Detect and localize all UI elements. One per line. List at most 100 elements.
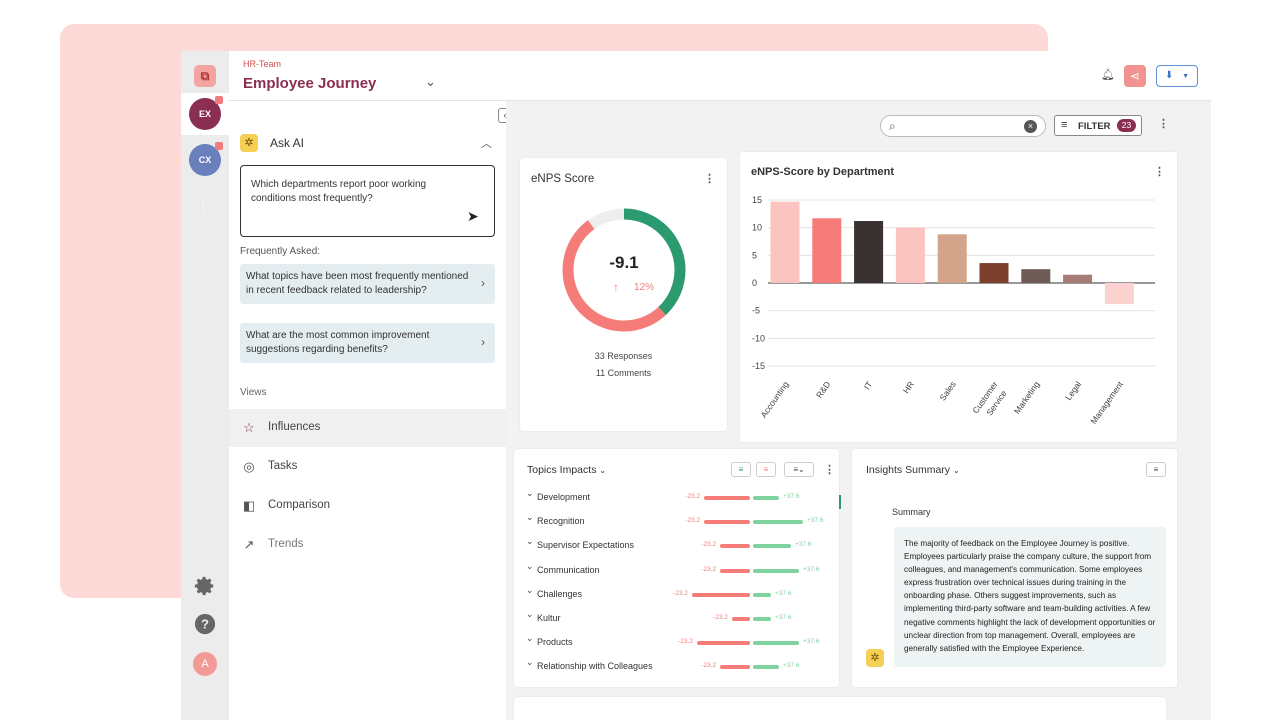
chevron-up-icon[interactable]: ︿	[481, 138, 492, 150]
scrollbar-thumb[interactable]	[839, 495, 841, 509]
settings-gear-icon[interactable]	[193, 575, 217, 599]
workspace-cx-button[interactable]: CX	[189, 142, 223, 176]
page-title[interactable]: Employee Journey	[243, 75, 377, 92]
app-logo-icon[interactable]: ⧉	[194, 65, 216, 87]
topic-row[interactable]: ⌄ Kultur -23.2 +37.6	[514, 609, 839, 627]
topic-label: Products	[537, 637, 573, 648]
positive-impact-value: +37.6	[783, 662, 800, 670]
user-avatar[interactable]: A	[193, 652, 217, 676]
bar-management[interactable]	[1104, 283, 1134, 305]
ai-question-input[interactable]: Which departments report poor working co…	[240, 165, 495, 237]
comments-count: 11 Comments	[595, 368, 652, 378]
x-tick-label: Marketing	[1012, 379, 1042, 416]
positive-impact-value: +37.6	[795, 541, 812, 549]
bar-marketing[interactable]	[1021, 269, 1051, 283]
bar-it[interactable]	[854, 221, 884, 283]
positive-impact-value: +37.6	[807, 517, 824, 525]
side-rail: ⧉ EX CX · · · ? A	[181, 51, 229, 720]
bar-legal[interactable]	[1063, 274, 1093, 283]
sort-positive-button[interactable]: ≡	[731, 462, 751, 477]
topic-row[interactable]: ⌄ Products -23.2 +37.6	[514, 633, 839, 651]
topic-row[interactable]: ⌄ Challenges -23.2 +37.6	[514, 584, 839, 603]
positive-impact-value: +37.6	[803, 565, 820, 573]
view-label: Comparison	[268, 499, 330, 511]
lock-icon	[215, 96, 223, 104]
faq-text: What are the most common improvement sug…	[246, 330, 430, 355]
sort-menu-button[interactable]: ≡⌄	[784, 462, 814, 477]
topic-row[interactable]: ⌄ Supervisor Expectations -23.2 +37.6	[514, 536, 839, 554]
chevron-right-icon: ›	[481, 276, 485, 290]
bar-hr[interactable]	[895, 227, 925, 283]
chevron-down-icon[interactable]: ⌄	[526, 609, 534, 619]
download-button[interactable]: ⬇ ▼	[1156, 65, 1198, 87]
faq-item[interactable]: What are the most common improvement sug…	[240, 323, 495, 363]
send-icon[interactable]: ➤	[467, 208, 479, 224]
insights-summary-text: The majority of feedback on the Employee…	[894, 527, 1166, 667]
view-item-influences[interactable]: ☆ Influences	[229, 409, 506, 447]
topic-row[interactable]: ⌄ Development -23.2 +37.6	[514, 488, 839, 506]
bell-icon[interactable]: 🔔︎	[1101, 69, 1115, 81]
chevron-down-icon[interactable]: ⌄	[526, 512, 534, 523]
positive-impact-bar	[753, 617, 771, 621]
bar-r-d[interactable]	[812, 218, 842, 283]
positive-impact-bar	[753, 665, 779, 670]
enps-score-card: eNPS Score ⋮ -9.1 ↑ 12% 33 Responses 11 …	[520, 158, 727, 431]
trend-icon: ↗	[243, 537, 255, 552]
check-circle-icon: ◎	[243, 459, 255, 474]
chart-title: eNPS-Score by Department	[751, 166, 895, 178]
chevron-left-icon: ‹	[503, 110, 507, 120]
insights-title[interactable]: Insights Summary ⌄	[866, 464, 960, 476]
filter-icon[interactable]: ≡	[1146, 462, 1166, 477]
chevron-down-icon[interactable]: ⌄	[526, 536, 534, 547]
view-label: Tasks	[268, 460, 298, 472]
topic-row[interactable]: ⌄ Recognition -23.2 +37.6	[514, 512, 839, 530]
ask-ai-title[interactable]: Ask AI	[270, 136, 305, 150]
chevron-down-icon[interactable]: ⌄	[526, 657, 534, 668]
x-tick-label: Legal	[1063, 379, 1083, 402]
chevron-down-icon[interactable]: ⌄	[526, 560, 534, 571]
negative-impact-value: -23.2	[685, 493, 700, 500]
search-input[interactable]: ⌕ ×	[880, 115, 1046, 137]
workspace-ex-button[interactable]: EX	[189, 96, 223, 130]
view-item-comparison[interactable]: ◧ Comparison	[229, 487, 506, 525]
breadcrumb-team[interactable]: HR-Team	[243, 59, 282, 69]
chevron-down-icon[interactable]: ⌄	[526, 584, 534, 595]
workspace-cx-label: CX	[198, 155, 212, 165]
bar-customer-service[interactable]	[979, 263, 1009, 283]
topics-title[interactable]: Topics Impacts ⌄	[527, 464, 606, 476]
negative-impact-value: -23.2	[673, 589, 688, 597]
more-options-icon[interactable]: ⋮	[1158, 118, 1169, 130]
topic-row[interactable]: ⌄ Relationship with Colleagues -23.2 +37.6	[514, 657, 839, 675]
help-icon[interactable]: ?	[193, 613, 217, 637]
enps-change-value: 12%	[634, 282, 654, 293]
more-options-icon[interactable]: ⋮	[704, 173, 715, 185]
sort-negative-button[interactable]: ≡	[756, 462, 776, 477]
faq-heading: Frequently Asked:	[240, 246, 321, 257]
negative-impact-value: -23.2	[701, 541, 716, 549]
bar-sales[interactable]	[937, 234, 967, 283]
topic-row[interactable]: ⌄ Communication -23.2 +37.6	[514, 560, 839, 579]
topic-label: Kultur	[537, 613, 561, 623]
chevron-down-icon[interactable]: ⌄	[425, 74, 436, 89]
view-label: Trends	[268, 538, 304, 550]
bar-accounting[interactable]	[770, 201, 800, 283]
ai-question-text: Which departments report poor working co…	[251, 179, 427, 204]
download-icon: ⬇	[1165, 70, 1174, 81]
clear-search-icon[interactable]: ×	[1024, 120, 1037, 133]
y-tick-label: 0	[752, 278, 757, 288]
star-icon: ☆	[243, 420, 255, 435]
chevron-down-icon[interactable]: ⌄	[526, 633, 534, 644]
more-options-icon[interactable]: ⋮	[824, 464, 835, 476]
filter-button[interactable]: ≡ FILTER 23	[1054, 115, 1142, 136]
negative-impact-bar	[720, 544, 750, 549]
view-item-tasks[interactable]: ◎ Tasks	[229, 448, 506, 486]
view-item-trends[interactable]: ↗ Trends	[229, 526, 506, 564]
share-button[interactable]: ⋖	[1124, 65, 1146, 87]
positive-impact-value: +37.6	[783, 493, 800, 500]
view-label: Influences	[268, 421, 321, 433]
donut-promoter-arc	[562, 208, 686, 332]
chevron-down-icon[interactable]: ⌄	[526, 488, 534, 498]
more-vertical-icon[interactable]: · · ·	[201, 192, 206, 218]
faq-item[interactable]: What topics have been most frequently me…	[240, 264, 495, 304]
more-options-icon[interactable]: ⋮	[1154, 166, 1165, 178]
